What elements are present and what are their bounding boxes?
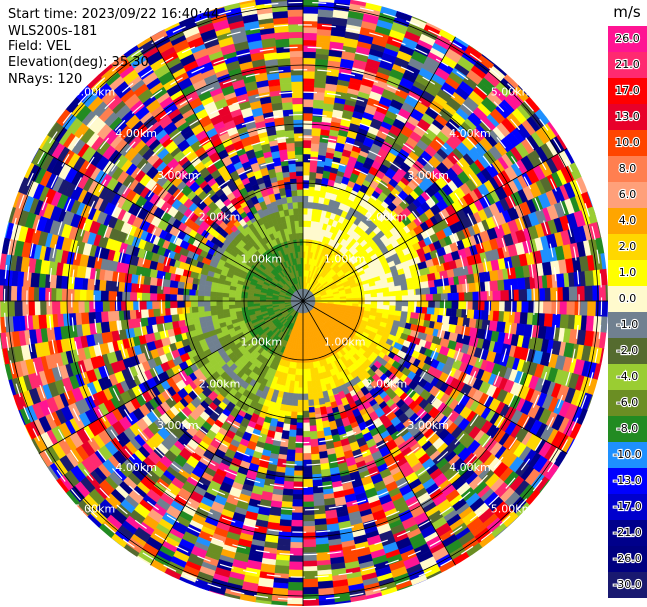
radar-plot: 1.00km 1.00km 1.00km 1.00km 2.00km 2.00km 2.00… [0, 0, 647, 607]
